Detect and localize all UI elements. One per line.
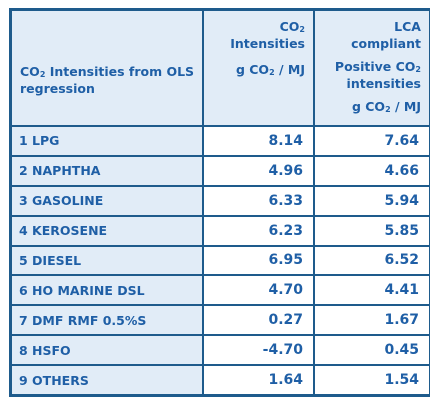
row-label: 1 LPG <box>12 127 202 155</box>
header-ols-regression: CO2 Intensities from OLS regression <box>12 11 202 125</box>
table-body: 1 LPG 8.14 7.64 2 NAPHTHA 4.96 4.66 3 GA… <box>12 127 429 394</box>
table-row: 5 DIESEL 6.95 6.52 <box>12 246 429 275</box>
row-label: 8 HSFO <box>12 336 202 364</box>
row-label: 7 DMF RMF 0.5%S <box>12 306 202 335</box>
table-row: 6 HO MARINE DSL 4.70 4.41 <box>12 276 429 305</box>
lca-value: 5.85 <box>315 216 429 245</box>
lca-value: 0.45 <box>315 336 429 364</box>
ols-value: 4.96 <box>204 156 313 185</box>
row-label: 9 OTHERS <box>12 366 202 394</box>
table-row: 4 KEROSENE 6.23 5.85 <box>12 216 429 245</box>
ols-value: 6.33 <box>204 186 313 215</box>
table-row: 8 HSFO -4.70 0.45 <box>12 336 429 364</box>
row-label: 3 GASOLINE <box>12 186 202 215</box>
row-label: 5 DIESEL <box>12 246 202 275</box>
ols-value: 8.14 <box>204 127 313 155</box>
ols-value: 1.64 <box>204 366 313 394</box>
co2-intensity-table: CO2 Intensities from OLS regression CO2 … <box>10 9 431 396</box>
row-label: 4 KEROSENE <box>12 216 202 245</box>
table-row: 7 DMF RMF 0.5%S 0.27 1.67 <box>12 306 429 335</box>
lca-value: 7.64 <box>315 127 429 155</box>
ols-value: 6.95 <box>204 246 313 275</box>
table-header-row: CO2 Intensities from OLS regression CO2 … <box>12 11 429 125</box>
header-co2-intensities: CO2 Intensities g CO2 / MJ <box>204 11 313 125</box>
row-label: 2 NAPHTHA <box>12 156 202 185</box>
table-row: 3 GASOLINE 6.33 5.94 <box>12 186 429 215</box>
header-lca-unit: g CO2 / MJ <box>351 98 421 114</box>
lca-value: 4.66 <box>315 156 429 185</box>
table-row: 9 OTHERS 1.64 1.54 <box>12 366 429 394</box>
ols-value: 4.70 <box>204 276 313 305</box>
lca-value: 5.94 <box>315 186 429 215</box>
lca-value: 1.67 <box>315 306 429 335</box>
lca-value: 1.54 <box>315 366 429 394</box>
ols-value: 0.27 <box>204 306 313 335</box>
ols-value: 6.23 <box>204 216 313 245</box>
header-lca-compliant: LCA compliant Positive CO2 intensities g … <box>315 11 429 125</box>
table-row: 1 LPG 8.14 7.64 <box>12 127 429 155</box>
lca-value: 4.41 <box>315 276 429 305</box>
row-label: 6 HO MARINE DSL <box>12 276 202 305</box>
header-co2-unit: g CO2 / MJ <box>235 61 305 77</box>
header-positive-co2: Positive CO2 intensities <box>334 58 421 91</box>
ols-value: -4.70 <box>204 336 313 364</box>
lca-value: 6.52 <box>315 246 429 275</box>
table-row: 2 NAPHTHA 4.96 4.66 <box>12 156 429 185</box>
co2-intensity-table-frame: CO2 Intensities from OLS regression CO2 … <box>9 8 430 397</box>
